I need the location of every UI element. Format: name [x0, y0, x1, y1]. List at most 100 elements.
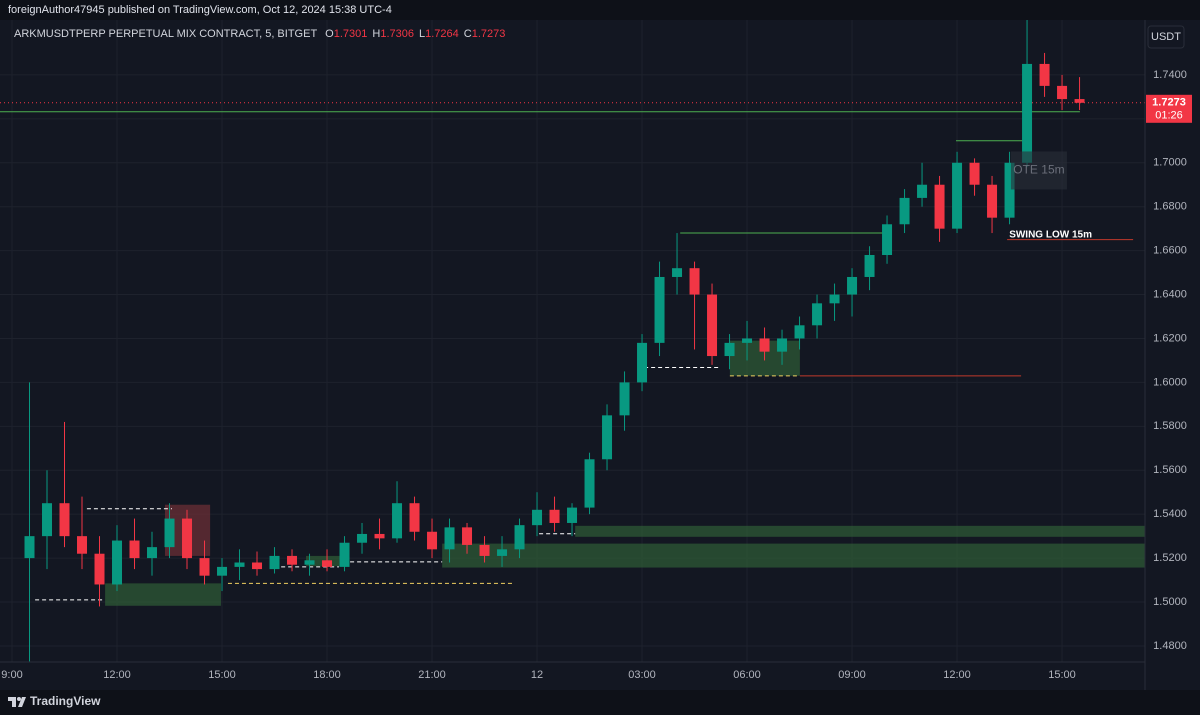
- candle-body: [864, 255, 875, 277]
- candle-body: [899, 197, 910, 225]
- candle-body: [59, 503, 70, 537]
- ohlc-key: H: [372, 28, 380, 40]
- candle-body: [689, 268, 700, 295]
- logo-dot: [17, 697, 21, 701]
- candle-body: [374, 533, 385, 539]
- y-tick-label: 1.5400: [1153, 508, 1187, 520]
- currency-label[interactable]: USDT: [1151, 31, 1181, 43]
- x-tick-label: 15:00: [1048, 669, 1076, 681]
- y-tick-label: 1.6800: [1153, 201, 1187, 213]
- y-tick-label: 1.5200: [1153, 552, 1187, 564]
- candle-body: [829, 294, 840, 304]
- ohlc-value: 1.7273: [472, 28, 506, 40]
- ohlc-key: O: [325, 28, 334, 40]
- candle-body: [112, 540, 123, 585]
- y-tick-label: 1.4800: [1153, 640, 1187, 652]
- x-tick-label: 15:00: [208, 669, 236, 681]
- ohlc-value: 1.7264: [425, 28, 459, 40]
- source-line: foreignAuthor47945 published on TradingV…: [8, 4, 392, 16]
- candle-body: [532, 509, 543, 526]
- x-tick-label: 21:00: [418, 669, 446, 681]
- candle-body: [322, 560, 333, 567]
- candle-body: [94, 553, 105, 585]
- candle-body: [969, 162, 980, 185]
- x-tick-label: 9:00: [1, 669, 22, 681]
- candle-body: [42, 503, 53, 537]
- zone: [442, 543, 1145, 568]
- x-tick-label: 12: [531, 669, 543, 681]
- ohlc-key: L: [419, 28, 425, 40]
- candle-body: [304, 560, 315, 565]
- candle-body: [917, 184, 928, 198]
- candle-body: [392, 503, 403, 539]
- candle-body: [654, 276, 665, 343]
- header-bar: [0, 0, 1200, 20]
- currency-button[interactable]: [1147, 25, 1185, 49]
- ohlc-value: 1.7306: [380, 28, 414, 40]
- y-tick-label: 1.5000: [1153, 596, 1187, 608]
- candle-body: [759, 338, 770, 352]
- candle-body: [952, 162, 963, 229]
- countdown: 01:26: [1155, 110, 1183, 122]
- candle-body: [637, 342, 648, 383]
- candle-body: [479, 544, 490, 556]
- candle-body: [847, 276, 858, 295]
- candle-body: [1057, 85, 1068, 100]
- x-tick-label: 12:00: [943, 669, 971, 681]
- x-tick-label: 18:00: [313, 669, 341, 681]
- candle-body: [129, 540, 140, 559]
- footer-bar: [0, 690, 1200, 715]
- x-tick-label: 03:00: [628, 669, 656, 681]
- brand-name: TradingView: [30, 694, 101, 708]
- candle-body: [619, 382, 630, 416]
- brand-logo: [8, 697, 26, 707]
- last-price: 1.7273: [1152, 97, 1186, 109]
- candle-body: [882, 224, 893, 256]
- candle-body: [234, 562, 245, 567]
- ohlc-value: 1.7301: [334, 28, 368, 40]
- x-tick-label: 06:00: [733, 669, 761, 681]
- y-tick-label: 1.7400: [1153, 69, 1187, 81]
- candle-body: [707, 294, 718, 357]
- candle-body: [724, 342, 735, 357]
- y-tick-label: 1.6200: [1153, 332, 1187, 344]
- plot-area: SWING LOW 15m OTE 15m: [0, 20, 1145, 662]
- symbol-title: ARKMUSDTPERP PERPETUAL MIX CONTRACT, 5, …: [14, 28, 317, 40]
- candle-body: [409, 503, 420, 532]
- logo-icon: [8, 697, 26, 707]
- y-tick-label: 1.6400: [1153, 288, 1187, 300]
- candle-body: [252, 562, 263, 570]
- candle-body: [77, 536, 88, 554]
- candle-body: [584, 459, 595, 508]
- candle-body: [427, 531, 438, 550]
- candle-body: [357, 533, 368, 543]
- candle-body: [987, 184, 998, 218]
- x-tick-label: 09:00: [838, 669, 866, 681]
- candle-body: [444, 527, 455, 550]
- candle-body: [934, 184, 945, 229]
- candle-body: [742, 338, 753, 343]
- candle-body: [147, 547, 158, 559]
- candle-body: [217, 566, 228, 576]
- candle-body: [514, 525, 525, 550]
- candle-body: [1022, 63, 1033, 163]
- candle-body: [287, 555, 298, 565]
- candle-body: [1004, 162, 1015, 218]
- annotation-box: [1010, 151, 1067, 190]
- zone: [105, 583, 221, 606]
- candle-body: [164, 518, 175, 548]
- x-tick-label: 12:00: [103, 669, 131, 681]
- y-tick-label: 1.6600: [1153, 245, 1187, 257]
- candle-body: [462, 527, 473, 545]
- candle-body: [1039, 63, 1050, 86]
- candle-body: [794, 325, 805, 339]
- candle-body: [549, 509, 560, 523]
- annotation: OTE 15m: [1013, 163, 1064, 177]
- candle-body: [812, 303, 823, 326]
- annotation: SWING LOW 15m: [1009, 229, 1092, 240]
- candle-body: [497, 549, 508, 556]
- zone: [575, 525, 1145, 537]
